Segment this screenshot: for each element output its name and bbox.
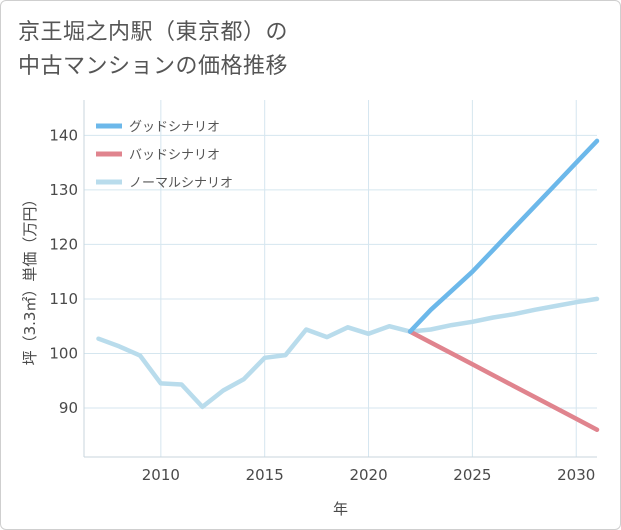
series-line-2 (96, 296, 600, 410)
series-group (96, 138, 600, 432)
y-tick-label: 120 (49, 235, 78, 253)
chart-title-line1: 京王堀之内駅（東京都）の (18, 20, 289, 45)
y-tick-label: 130 (49, 181, 78, 199)
y-axis-label: 坪（3.3㎡）単価（万円） (21, 192, 39, 366)
legend-label: バッドシナリオ (129, 148, 220, 163)
series-line-0 (407, 138, 600, 334)
y-tick-label: 110 (49, 290, 78, 308)
chart-title-line2: 中古マンションの価格推移 (18, 54, 289, 79)
x-tick-label: 2020 (349, 466, 387, 484)
y-tick-label: 100 (49, 344, 78, 362)
x-tick-label: 2010 (142, 466, 180, 484)
x-axis-label: 年 (333, 500, 348, 518)
grid (84, 100, 597, 457)
chart-title: 京王堀之内駅（東京都）の 中古マンションの価格推移 (18, 16, 288, 84)
x-tick-label: 2025 (453, 466, 491, 484)
y-tick-label: 90 (59, 399, 78, 417)
x-tick-label: 2030 (557, 466, 595, 484)
y-tick-label: 140 (49, 126, 78, 144)
x-tick-label: 2015 (246, 466, 284, 484)
axes: 2010 2015 2020 2025 2030 90 100 110 120 130 140 (49, 100, 597, 484)
legend-label: グッドシナリオ (129, 120, 220, 135)
series-line-1 (407, 329, 600, 432)
legend-label: ノーマルシナリオ (129, 176, 233, 191)
